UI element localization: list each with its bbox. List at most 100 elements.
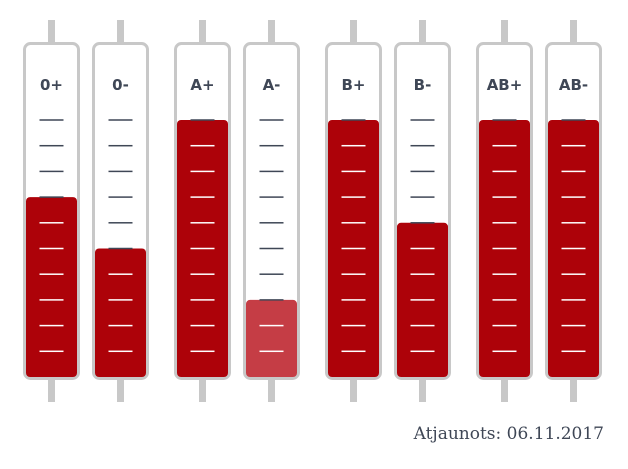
tube-tick — [39, 144, 64, 147]
tube-top-pin — [268, 20, 275, 44]
tube-tick — [492, 324, 517, 327]
tube-tick — [259, 247, 284, 250]
tube-bottom-pin — [419, 378, 426, 402]
tube-tick — [561, 222, 586, 224]
tube-tick — [341, 247, 366, 250]
tube-tick — [39, 196, 64, 198]
tube-tick — [39, 273, 64, 275]
tube-tick — [492, 273, 517, 275]
tube-tick — [561, 350, 586, 353]
tube-tick — [190, 119, 215, 121]
tube-top-pin — [117, 20, 124, 44]
tube-tick — [561, 119, 586, 121]
tube-tick — [561, 247, 586, 250]
tube-label: A- — [263, 76, 281, 94]
tube-tick — [190, 350, 215, 353]
tube-tick — [190, 196, 215, 198]
tube-tick — [190, 324, 215, 327]
tube-tick — [39, 299, 64, 301]
tube-a-neg: A- — [243, 20, 300, 402]
tube-fill-level — [95, 248, 146, 377]
tube-label: AB- — [559, 76, 588, 94]
tube-tick — [492, 144, 517, 147]
tube-tick — [108, 144, 133, 147]
tube-tick — [108, 222, 133, 224]
tube-tick — [492, 350, 517, 353]
tube-tick — [259, 222, 284, 224]
tube-tick — [190, 222, 215, 224]
tube-tick — [108, 196, 133, 198]
tube-tick — [492, 170, 517, 173]
tube-top-pin — [570, 20, 577, 44]
tube-tick — [561, 144, 586, 147]
tube-top-pin — [199, 20, 206, 44]
tube-label: B- — [414, 76, 432, 94]
tube-tick — [259, 273, 284, 275]
tube-tick — [492, 222, 517, 224]
tube-tick — [108, 299, 133, 301]
tube-tick — [341, 324, 366, 327]
tube-tick — [341, 222, 366, 224]
tube-tick — [492, 119, 517, 121]
tube-tick — [108, 350, 133, 353]
tube-tick — [561, 324, 586, 327]
tube-tick — [39, 247, 64, 250]
tube-bottom-pin — [570, 378, 577, 402]
tube-tick — [190, 273, 215, 275]
tube-label: B+ — [341, 76, 365, 94]
tube-tick — [190, 144, 215, 147]
tube-tick — [561, 299, 586, 301]
tube-a-negpos: A+ — [174, 20, 231, 402]
tube-tick — [492, 247, 517, 250]
tube-tick — [39, 222, 64, 224]
tube-body — [243, 42, 300, 380]
tube-tick — [410, 299, 435, 301]
tube-top-pin — [48, 20, 55, 44]
tube-bottom-pin — [268, 378, 275, 402]
tube-tick — [259, 196, 284, 198]
tubes-group: 0+ 0- A+ A- B+ B- AB+ AB- — [23, 20, 602, 402]
tube-tick — [190, 299, 215, 301]
tube-fill-level — [246, 299, 297, 377]
tube-tick — [39, 350, 64, 353]
tube-tick — [108, 119, 133, 121]
tube-tick — [410, 144, 435, 147]
tube-tick — [410, 350, 435, 353]
tube-tick — [259, 299, 284, 301]
tube-tick — [410, 170, 435, 173]
tube-tick — [410, 119, 435, 121]
tube-tick — [410, 324, 435, 327]
tube-tick — [561, 170, 586, 173]
tube-tick — [39, 119, 64, 121]
tube-tick — [259, 350, 284, 353]
tube-0-negpos: 0+ — [23, 20, 80, 402]
tube-ab-negpos: AB+ — [476, 20, 533, 402]
tube-tick — [259, 324, 284, 327]
tube-bottom-pin — [117, 378, 124, 402]
tube-tick — [190, 247, 215, 250]
tube-top-pin — [501, 20, 508, 44]
tube-label: AB+ — [487, 76, 523, 94]
tube-tick — [341, 119, 366, 121]
tube-tick — [341, 170, 366, 173]
tube-label: 0- — [112, 76, 129, 94]
tube-b-negpos: B+ — [325, 20, 382, 402]
tube-tick — [492, 299, 517, 301]
tube-tick — [190, 170, 215, 173]
tube-0-neg: 0- — [92, 20, 149, 402]
tube-tick — [108, 247, 133, 250]
tube-tick — [410, 222, 435, 224]
tube-tick — [561, 196, 586, 198]
tube-tick — [341, 144, 366, 147]
tube-tick — [39, 324, 64, 327]
tube-bottom-pin — [501, 378, 508, 402]
tube-tick — [108, 324, 133, 327]
tube-ab-neg: AB- — [545, 20, 602, 402]
tube-tick — [108, 273, 133, 275]
last-updated-text: Atjaunots: 06.11.2017 — [413, 424, 604, 444]
tube-tick — [410, 196, 435, 198]
tube-tick — [341, 299, 366, 301]
tube-tick — [410, 247, 435, 250]
tube-tick — [108, 170, 133, 173]
